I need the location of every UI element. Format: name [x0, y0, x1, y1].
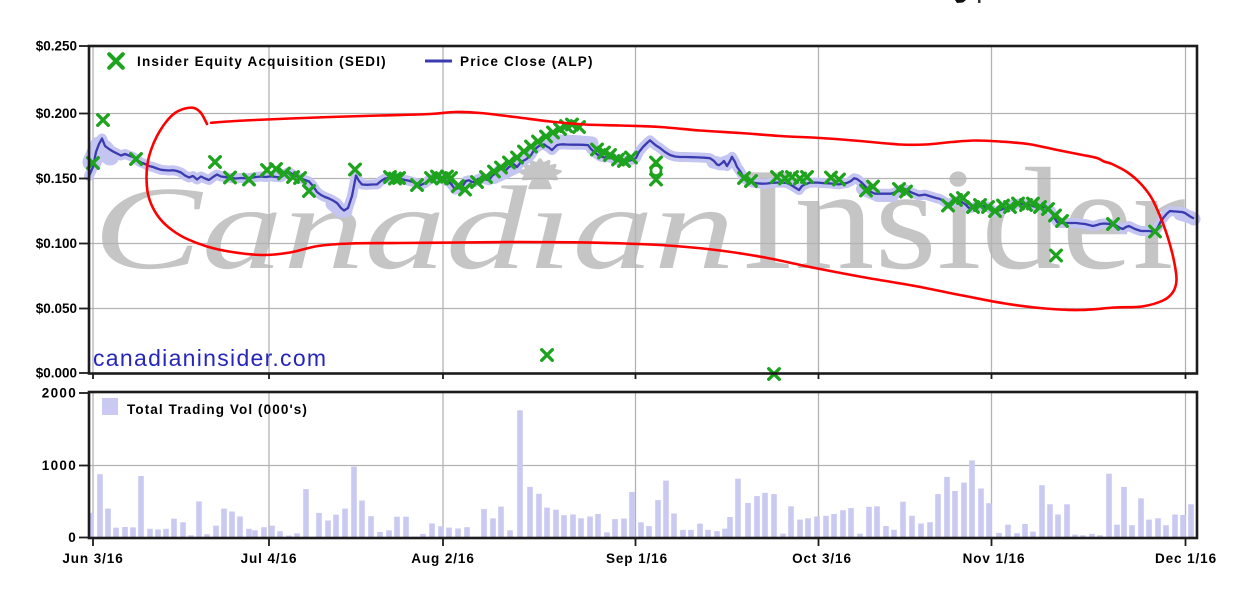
svg-text:$0.250: $0.250: [36, 39, 77, 54]
svg-text:$0.200: $0.200: [36, 106, 77, 121]
svg-text:Aug 2/16: Aug 2/16: [411, 551, 474, 566]
svg-text:0: 0: [68, 530, 77, 545]
svg-text:Dec 1/16: Dec 1/16: [1155, 551, 1217, 566]
svg-text:$0.050: $0.050: [36, 301, 77, 316]
svg-text:Sep 1/16: Sep 1/16: [606, 551, 668, 566]
svg-text:Price Close (ALP): Price Close (ALP): [460, 54, 594, 69]
svg-text:Insider Equity Acquisition (SE: Insider Equity Acquisition (SEDI): [137, 54, 387, 69]
svg-text:Nov 1/16: Nov 1/16: [963, 551, 1026, 566]
svg-text:Total Trading Vol (000's): Total Trading Vol (000's): [127, 402, 308, 417]
svg-text:$0.150: $0.150: [36, 171, 77, 186]
svg-text:Jul 4/16: Jul 4/16: [241, 551, 298, 566]
svg-text:Jun 3/16: Jun 3/16: [62, 551, 123, 566]
svg-text:canadianinsider.com: canadianinsider.com: [93, 345, 327, 371]
svg-text:1000: 1000: [42, 458, 77, 473]
svg-text:$0.100: $0.100: [36, 236, 77, 251]
svg-text:$0.000: $0.000: [36, 366, 77, 381]
svg-text:2000: 2000: [42, 386, 77, 401]
svg-text:Oct 3/16: Oct 3/16: [792, 551, 852, 566]
